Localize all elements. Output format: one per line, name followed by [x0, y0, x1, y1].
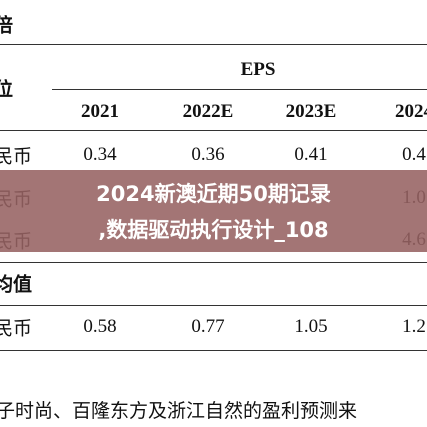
rule: [0, 130, 427, 131]
cell: 1.05: [294, 316, 328, 337]
cell: 0.77: [191, 316, 225, 337]
column-header: 2021: [81, 101, 119, 122]
banner-line: ,数据驱动执行设计_108: [98, 218, 329, 242]
group-header: EPS: [240, 59, 276, 80]
rule: [0, 44, 427, 45]
cell: 0.4: [402, 144, 426, 165]
column-header: 2024: [395, 101, 427, 122]
column-header: 2023E: [285, 101, 337, 122]
corner-unit: 位: [0, 79, 14, 101]
corner-top: 倍: [0, 15, 14, 37]
row-label: 民币: [0, 146, 33, 168]
rule: [0, 262, 427, 263]
cell: 0.36: [191, 144, 225, 165]
rule: [0, 305, 427, 306]
banner-line: 2024新澳近期50期记录: [96, 182, 331, 206]
rule: [52, 89, 427, 90]
row-label: 民币: [0, 318, 33, 340]
cell: 0.58: [83, 316, 117, 337]
row-label: 均值: [0, 274, 33, 296]
cell: 0.34: [83, 144, 117, 165]
rule: [0, 350, 427, 351]
cell: 0.41: [294, 144, 328, 165]
cell: 1.2: [402, 316, 426, 337]
banner: 2024新澳近期50期记录 ,数据驱动执行设计_108: [0, 170, 427, 252]
footer-text: 子时尚、百隆东方及浙江自然的盈利预测来: [0, 400, 358, 422]
column-header: 2022E: [182, 101, 234, 122]
